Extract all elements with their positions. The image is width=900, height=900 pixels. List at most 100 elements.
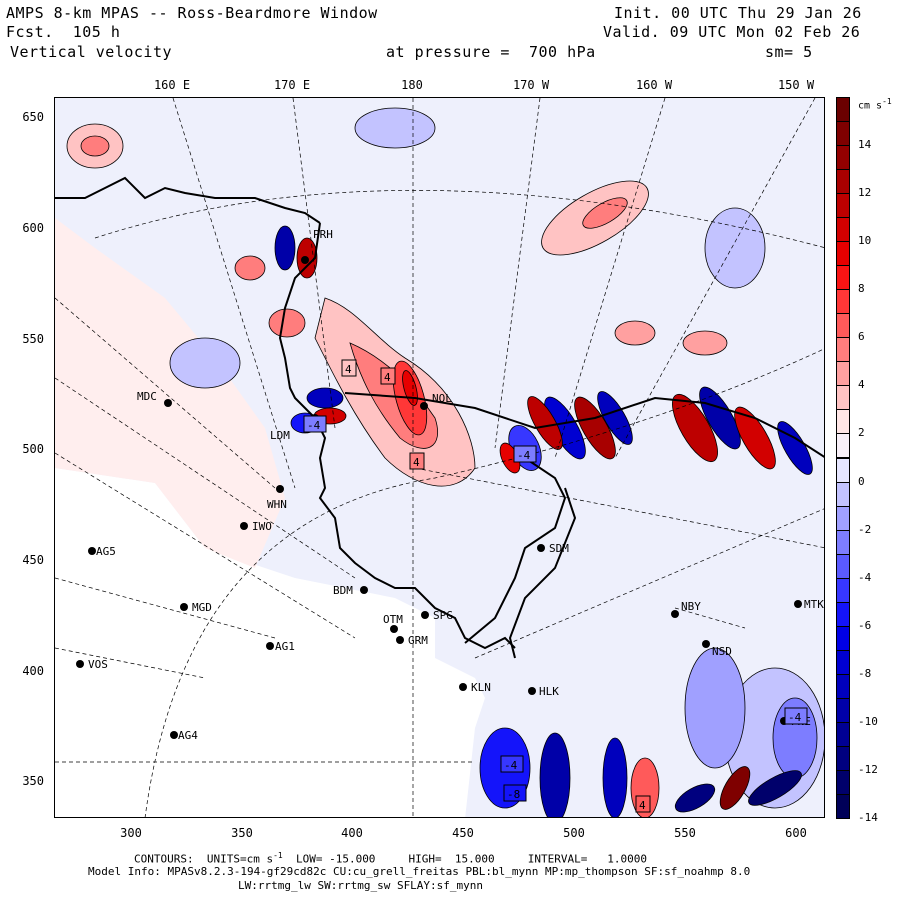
colorbar-cell: [836, 697, 850, 723]
colorbar-tick-label: 14: [858, 138, 872, 152]
svg-text:4: 4: [413, 456, 420, 469]
colorbar-tick-label: 10: [858, 234, 872, 248]
svg-text:-4: -4: [788, 711, 802, 724]
valid-time: Valid. 09 UTC Mon 02 Feb 26: [603, 23, 861, 41]
colorbar-tick-label: -14: [858, 811, 878, 824]
station-label: KLN: [471, 681, 491, 694]
colorbar-cell: [836, 457, 850, 483]
colorbar-tick-label: -10: [858, 714, 878, 728]
station-label: VOS: [88, 658, 108, 671]
x-tick-label: 450: [452, 826, 474, 840]
colorbar-cell: [836, 793, 850, 819]
ascent-area: [268, 308, 306, 338]
colorbar-cell: [836, 361, 850, 387]
x-tick-label: 600: [785, 826, 807, 840]
lon-label: 160 W: [635, 78, 673, 92]
y-tick-label: 550: [22, 332, 44, 346]
contour-labels: 4 4 4 -4 -4 -4 -8 4 -4: [303, 359, 808, 813]
variable-name: Vertical velocity: [10, 43, 173, 61]
colorbar-cell: [836, 217, 850, 243]
svg-text:-4: -4: [517, 449, 531, 462]
x-tick-label: 550: [674, 826, 696, 840]
svg-text:-4: -4: [504, 759, 518, 772]
x-tick-label: 400: [341, 826, 363, 840]
colorbar-cell: [836, 433, 850, 459]
colorbar-cell: [836, 673, 850, 699]
station-label: LDM: [270, 429, 290, 442]
descent-area: [354, 107, 436, 149]
vertical-velocity-field: MDC LDM WHN IWO AG5 MGD VOS AG1 AG4 BDM …: [55, 98, 824, 817]
ascent-core: [402, 370, 418, 406]
stations: MDC LDM WHN IWO AG5 MGD VOS AG1 AG4 BDM …: [76, 228, 824, 742]
svg-text:-4: -4: [307, 419, 321, 432]
x-tick-label: 500: [563, 826, 585, 840]
descent-area: [684, 647, 746, 769]
station-label: NSD: [712, 645, 732, 658]
model-info: Model Info: MPASv8.2.3-194-gf29cd82c CU:…: [88, 865, 751, 878]
colorbar-cell: [836, 553, 850, 579]
colorbar-tick-label: 12: [858, 186, 872, 200]
colorbar-tick-label: -6: [858, 618, 872, 632]
station-label: MTK: [804, 598, 824, 611]
colorbar-cell: [836, 769, 850, 795]
colorbar-cell: [836, 649, 850, 675]
station-label: NOL: [432, 392, 452, 405]
colorbar-tick-label: -8: [858, 666, 872, 680]
descent-area: [704, 207, 766, 289]
y-tick-label: 600: [22, 221, 44, 235]
station-label: BDM: [333, 584, 353, 597]
colorbar-cell: [836, 385, 850, 411]
colorbar-cell: [836, 97, 850, 123]
x-tick-label: 300: [120, 826, 142, 840]
station-label: AG4: [178, 729, 198, 742]
station-label: AG1: [275, 640, 295, 653]
colorbar-tick-label: -4: [858, 570, 872, 584]
smoothing: sm= 5: [765, 43, 813, 61]
colorbar-tick-label: 4: [858, 378, 865, 392]
descent-area: [169, 337, 241, 389]
ascent-core: [80, 135, 110, 157]
ascent-area: [614, 320, 656, 346]
map-panel[interactable]: MDC LDM WHN IWO AG5 MGD VOS AG1 AG4 BDM …: [54, 97, 825, 818]
station-label: GRM: [408, 634, 428, 647]
ascent-area: [234, 255, 266, 281]
colorbar-cell: [836, 289, 850, 315]
colorbar-tick-label: -2: [858, 522, 872, 536]
svg-text:4: 4: [639, 799, 646, 812]
colorbar-cell: [836, 265, 850, 291]
colorbar-tick-label: 6: [858, 330, 865, 344]
colorbar-tick-label: -12: [858, 762, 878, 776]
station-label: NBY: [681, 600, 701, 613]
lon-label: 180: [401, 78, 423, 92]
colorbar-tick-label: 0: [858, 474, 865, 488]
colorbar-cell: [836, 169, 850, 195]
colorbar-cell: [836, 313, 850, 339]
svg-text:4: 4: [384, 371, 391, 384]
coastline: [55, 176, 824, 659]
station-label: OTM: [383, 613, 403, 626]
lon-label: 150 W: [777, 78, 815, 92]
colorbar-cell: [836, 241, 850, 267]
map-title: AMPS 8-km MPAS -- Ross-Beardmore Window: [6, 4, 378, 22]
colorbar-cell: [836, 409, 850, 435]
x-tick-label: 350: [231, 826, 253, 840]
colorbar-units: cm s-1: [858, 97, 892, 112]
station-label: MGD: [192, 601, 212, 614]
y-tick-label: 500: [22, 442, 44, 456]
colorbar-cell: [836, 577, 850, 603]
station-label: MDC: [137, 390, 157, 403]
model-info-line2: LW:rrtmg_lw SW:rrtmg_sw SFLAY:sf_mynn: [238, 879, 484, 892]
colorbar: [836, 97, 850, 819]
pressure-level: at pressure = 700 hPa: [386, 43, 596, 61]
weak-ascent-region: [55, 218, 285, 568]
lon-label: 170 E: [273, 78, 311, 92]
station-label: PRH: [313, 228, 333, 241]
svg-text:4: 4: [345, 363, 352, 376]
y-tick-label: 650: [22, 110, 44, 124]
colorbar-cell: [836, 745, 850, 771]
colorbar-cell: [836, 601, 850, 627]
station-label: IWO: [252, 520, 272, 533]
colorbar-cell: [836, 481, 850, 507]
init-time: Init. 00 UTC Thu 29 Jan 26: [614, 4, 862, 22]
station-label: SDM: [549, 542, 569, 555]
